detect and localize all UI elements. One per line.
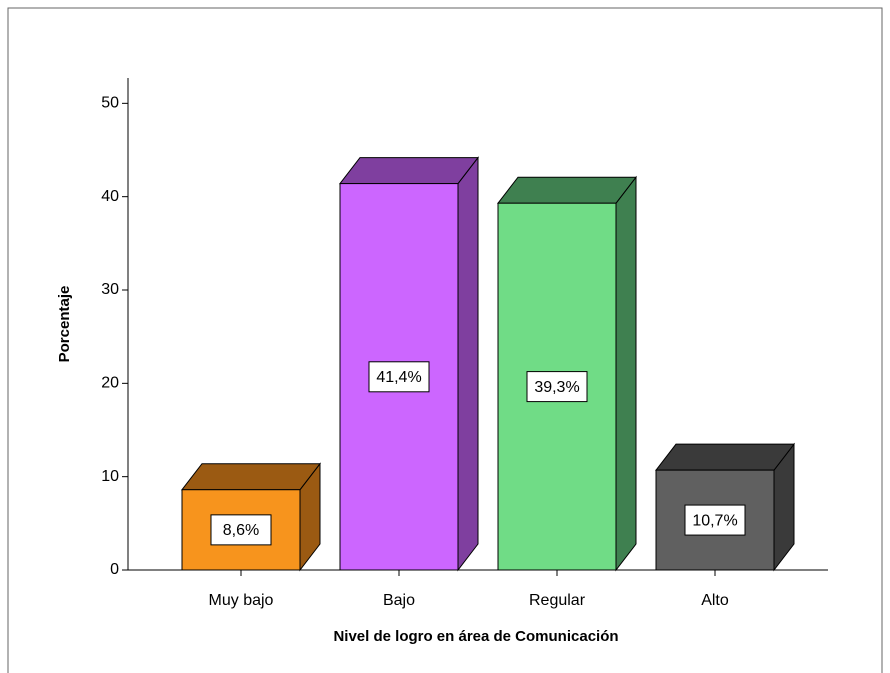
y-tick-label: 30 [101, 281, 119, 298]
bar-side [457, 156, 479, 572]
y-tick-label: 40 [101, 188, 119, 205]
value-label: 39,3% [534, 379, 579, 396]
bar-top [496, 176, 638, 204]
value-label-box [684, 504, 746, 536]
bar-side [615, 175, 637, 572]
value-label: 10,7% [692, 512, 737, 529]
x-tick-label: Regular [529, 592, 586, 609]
bar-top [338, 157, 480, 185]
value-label-box [210, 514, 272, 546]
y-tick-label: 20 [101, 375, 119, 392]
y-tick-label: 0 [110, 561, 119, 578]
y-tick-label: 10 [101, 468, 119, 485]
value-label-box [526, 371, 588, 403]
x-tick-label: Muy bajo [209, 592, 274, 609]
frame [7, 7, 883, 673]
value-label: 41,4% [376, 369, 421, 386]
x-axis-title: Nivel de logro en área de Comunicación [333, 628, 618, 645]
value-label: 8,6% [223, 522, 259, 539]
y-axis-title: Porcentaje [56, 286, 73, 363]
bar-top [180, 463, 322, 491]
x-tick-label: Bajo [383, 592, 415, 609]
bar-top [654, 443, 796, 471]
value-label-box [368, 361, 430, 393]
y-tick-label: 50 [101, 95, 119, 112]
x-tick-label: Alto [701, 592, 729, 609]
